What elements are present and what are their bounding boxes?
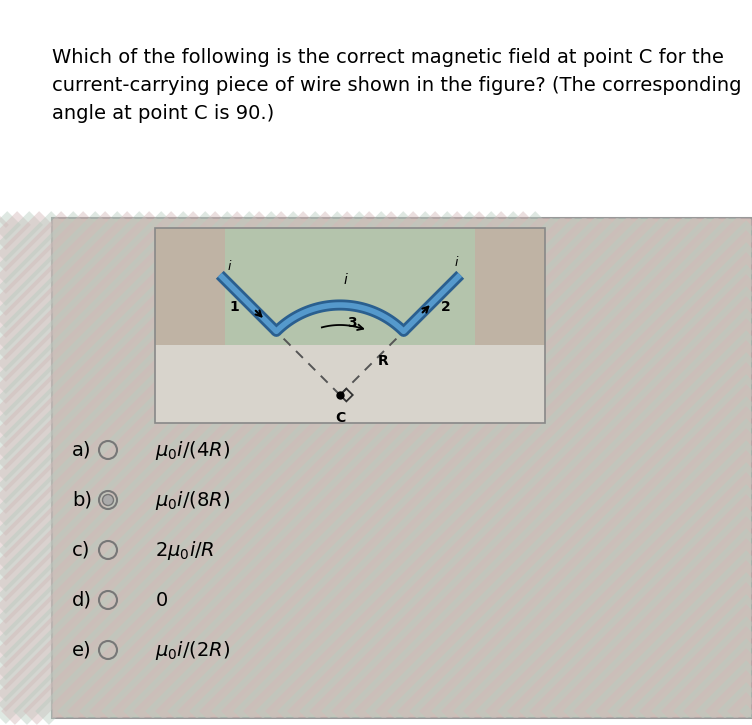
Text: $0$: $0$	[155, 590, 168, 610]
Text: $\mu_0 i/(8R)$: $\mu_0 i/(8R)$	[155, 489, 230, 512]
Text: i: i	[454, 257, 458, 269]
Text: i: i	[343, 273, 347, 287]
Text: c): c)	[72, 541, 90, 560]
Text: $\mu_0 i/(2R)$: $\mu_0 i/(2R)$	[155, 639, 230, 661]
FancyBboxPatch shape	[155, 228, 225, 345]
Text: $\mu_0 i/(4R)$: $\mu_0 i/(4R)$	[155, 439, 230, 462]
FancyBboxPatch shape	[52, 218, 752, 718]
Text: $2\mu_0 i/R$: $2\mu_0 i/R$	[155, 539, 214, 561]
Text: a): a)	[72, 441, 92, 460]
Text: 3: 3	[347, 316, 356, 330]
Text: angle at point C is 90.): angle at point C is 90.)	[52, 104, 274, 123]
Text: C: C	[335, 411, 345, 425]
Text: d): d)	[72, 590, 92, 610]
Text: b): b)	[72, 491, 92, 510]
Text: i: i	[228, 260, 232, 273]
Text: current-carrying piece of wire shown in the figure? (The corresponding: current-carrying piece of wire shown in …	[52, 76, 741, 95]
Text: e): e)	[72, 640, 92, 660]
FancyBboxPatch shape	[155, 345, 545, 423]
Text: 1: 1	[229, 300, 239, 314]
FancyBboxPatch shape	[155, 228, 545, 345]
Text: 2: 2	[441, 300, 450, 314]
Text: R: R	[378, 355, 389, 368]
Text: Which of the following is the correct magnetic field at point C for the: Which of the following is the correct ma…	[52, 48, 724, 67]
FancyBboxPatch shape	[475, 228, 545, 345]
Circle shape	[102, 494, 114, 505]
